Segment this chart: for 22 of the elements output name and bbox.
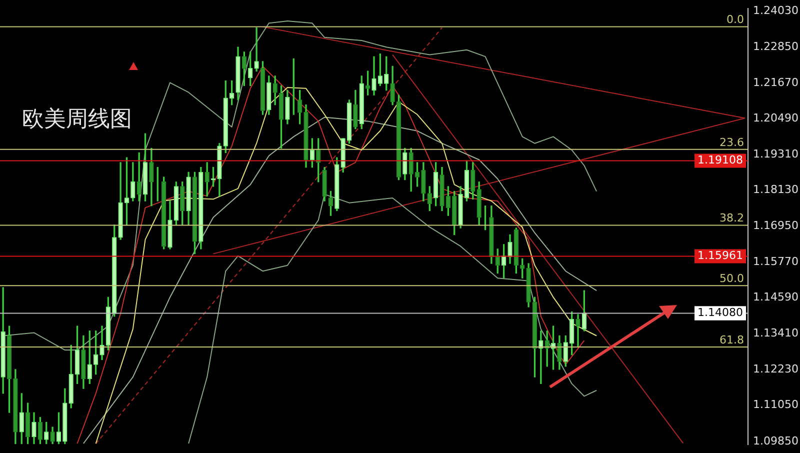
annotation: 23.6: [720, 136, 744, 149]
ref-line-label: 1.14080: [698, 306, 744, 320]
y-tick-label: 1.21670: [753, 76, 798, 89]
y-tick-label: 1.14590: [753, 290, 798, 304]
annotation: 38.2: [720, 212, 744, 225]
annotation: 0.0: [726, 13, 744, 26]
y-tick-label: 1.11050: [753, 398, 798, 412]
text: 欧美周线图: [22, 106, 132, 134]
annotation: 61.8: [720, 333, 744, 346]
y-tick-label: 1.13410: [753, 326, 798, 340]
y-tick-label: 1.15770: [753, 254, 798, 268]
y-tick-label: 1.19310: [753, 147, 798, 160]
y-tick-label: 1.16950: [753, 219, 798, 232]
y-tick-label: 1.18130: [753, 183, 798, 196]
y-tick-label: 1.12230: [753, 362, 798, 376]
y-tick-label: 1.09850: [753, 434, 798, 448]
y-tick-label: 1.24030: [753, 4, 798, 18]
y-tick-label: 1.22850: [753, 40, 798, 53]
ref-line-label: 1.19108: [698, 154, 744, 167]
ref-line-label: 1.15961: [698, 249, 744, 262]
annotation: 50.0: [720, 272, 744, 286]
y-tick-label: 1.20490: [753, 112, 798, 125]
